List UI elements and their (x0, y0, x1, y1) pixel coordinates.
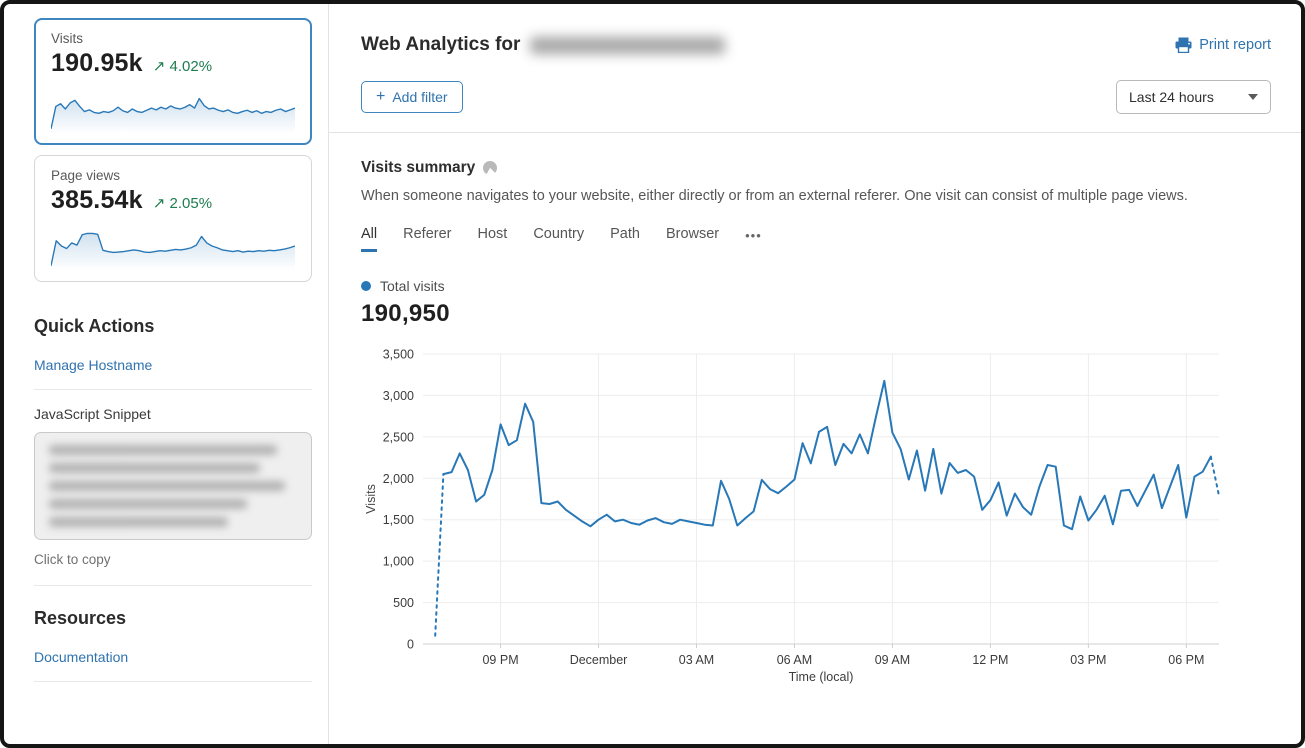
svg-text:06 PM: 06 PM (1168, 653, 1204, 667)
svg-text:3,500: 3,500 (383, 348, 414, 362)
main-panel: Web Analytics for Print report + Add fil… (329, 4, 1301, 744)
svg-text:500: 500 (393, 596, 414, 610)
svg-text:1,500: 1,500 (383, 513, 414, 527)
tab-browser[interactable]: Browser (665, 226, 720, 242)
page-title: Web Analytics for (361, 34, 726, 56)
js-snippet-box[interactable] (34, 432, 312, 540)
svg-text:0: 0 (407, 638, 414, 652)
visits-summary-description: When someone navigates to your website, … (361, 188, 1188, 204)
legend-dot-icon (361, 281, 371, 291)
time-range-value: Last 24 hours (1129, 89, 1214, 105)
metric-card-label: Visits (51, 31, 84, 46)
sidebar: Visits 190.95k ↗ 4.02% Page views 385.54… (4, 4, 329, 744)
print-report-label: Print report (1199, 37, 1271, 53)
visits-summary-title: Visits summary (361, 159, 476, 176)
svg-text:03 AM: 03 AM (679, 653, 714, 667)
chevron-down-icon (1248, 94, 1258, 100)
pie-chart-help-icon[interactable] (483, 161, 498, 175)
divider (34, 681, 312, 682)
add-filter-button[interactable]: + Add filter (361, 81, 463, 113)
legend-label: Total visits (380, 278, 445, 294)
quick-actions-title: Quick Actions (34, 316, 155, 336)
visits-sparkline-chart (51, 97, 295, 134)
metric-delta-value: 2.05% (169, 195, 213, 212)
svg-text:Time (local): Time (local) (789, 670, 854, 684)
metric-card-page-views[interactable]: Page views 385.54k ↗ 2.05% (34, 155, 312, 282)
redacted-code-line (49, 517, 228, 527)
page-title-text: Web Analytics for (361, 34, 521, 55)
total-visits-value: 190,950 (361, 300, 450, 327)
svg-text:December: December (570, 653, 628, 667)
tab-all[interactable]: All (361, 226, 378, 252)
svg-text:Visits: Visits (364, 484, 378, 514)
plus-icon: + (376, 88, 386, 105)
svg-text:09 PM: 09 PM (482, 653, 518, 667)
metric-card-label: Page views (51, 168, 121, 183)
redacted-code-line (49, 463, 260, 473)
tab-referer[interactable]: Referer (403, 226, 452, 242)
svg-text:12 PM: 12 PM (972, 653, 1008, 667)
click-to-copy-hint: Click to copy (34, 552, 111, 567)
metric-card-visits[interactable]: Visits 190.95k ↗ 4.02% (34, 18, 312, 145)
metric-trend-up: ↗ 4.02% (153, 57, 212, 75)
redacted-hostname (530, 36, 726, 54)
chart-legend: Total visits (361, 278, 1271, 294)
trend-up-icon: ↗ (152, 58, 166, 75)
svg-text:03 PM: 03 PM (1070, 653, 1106, 667)
more-tabs-icon[interactable]: ••• (745, 228, 762, 243)
svg-text:2,500: 2,500 (383, 430, 414, 444)
time-range-select[interactable]: Last 24 hours (1116, 80, 1271, 114)
manage-hostname-link[interactable]: Manage Hostname (34, 357, 153, 373)
resources-title: Resources (34, 608, 127, 628)
javascript-snippet-label: JavaScript Snippet (34, 406, 151, 422)
tab-path[interactable]: Path (610, 226, 640, 242)
print-report-link[interactable]: Print report (1175, 37, 1271, 53)
printer-icon (1175, 37, 1192, 53)
redacted-code-line (49, 481, 285, 491)
svg-text:1,000: 1,000 (383, 555, 414, 569)
redacted-code-line (49, 499, 248, 509)
tab-host[interactable]: Host (477, 226, 508, 242)
svg-text:3,000: 3,000 (383, 389, 414, 403)
divider (34, 585, 312, 586)
metric-delta-value: 4.02% (169, 58, 213, 75)
divider (329, 132, 1301, 133)
redacted-code-line (49, 445, 278, 455)
add-filter-label: Add filter (392, 89, 448, 105)
trend-up-icon: ↗ (152, 195, 166, 212)
visits-summary-section: Visits summary When someone navigates to… (361, 133, 1271, 701)
svg-text:09 AM: 09 AM (875, 653, 910, 667)
svg-text:06 AM: 06 AM (777, 653, 812, 667)
summary-tabs: All Referer Host Country Path Browser ••… (361, 226, 1271, 252)
svg-text:2,000: 2,000 (383, 472, 414, 486)
visits-line-chart[interactable]: 0 500 1,000 1,500 2,000 2,500 3,000 3,500 09 PM D… (361, 340, 1223, 696)
page-views-sparkline-chart (51, 232, 295, 271)
documentation-link[interactable]: Documentation (34, 649, 129, 665)
divider (34, 389, 312, 390)
metric-card-value: 190.95k (51, 49, 143, 77)
tab-country[interactable]: Country (533, 226, 585, 242)
metric-trend-up: ↗ 2.05% (153, 194, 212, 212)
metric-card-value: 385.54k (51, 186, 143, 214)
